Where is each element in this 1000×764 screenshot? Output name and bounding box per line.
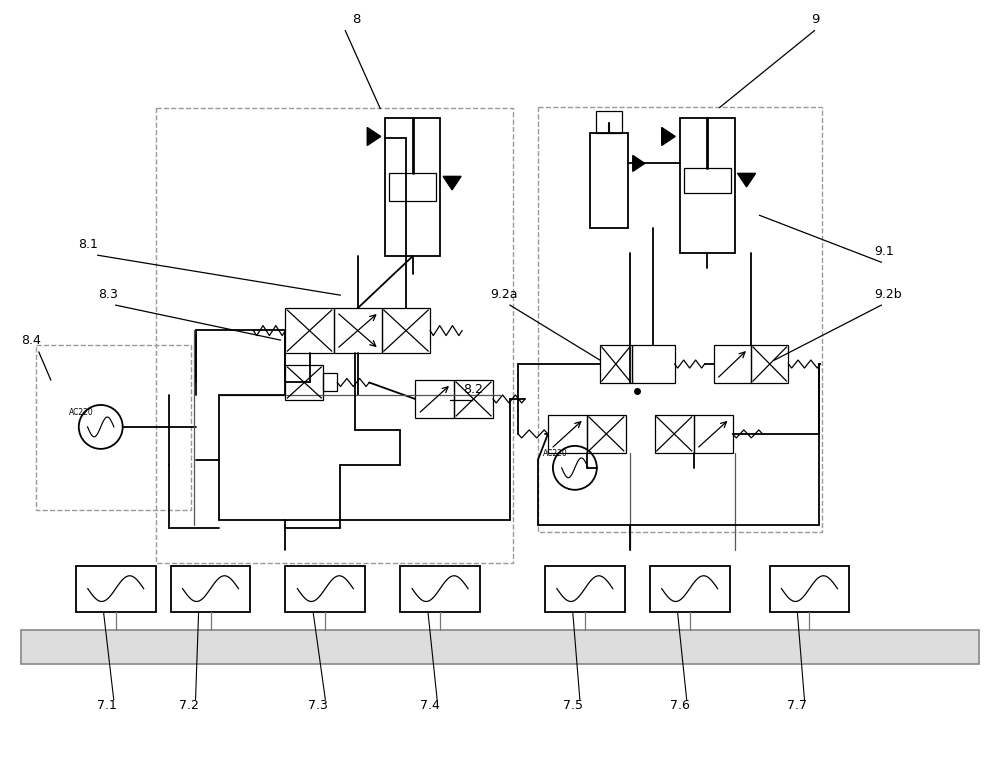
Text: 9: 9 [811, 13, 820, 26]
Text: 8.4: 8.4 [21, 334, 41, 347]
Bar [538, 108, 822, 532]
Bar [600, 345, 632, 383]
Bar [587, 415, 626, 453]
Text: 9.1: 9.1 [874, 245, 894, 258]
Bar [334, 308, 382, 353]
Text: 9.2b: 9.2b [874, 288, 902, 301]
Bar [596, 112, 622, 134]
Text: 7.5: 7.5 [563, 699, 583, 712]
Bar [285, 308, 334, 353]
Bar [548, 415, 587, 453]
Text: 7.2: 7.2 [179, 699, 198, 712]
Text: 8.2: 8.2 [463, 383, 483, 396]
Bar [751, 345, 788, 383]
Bar [389, 173, 436, 202]
Bar [76, 565, 156, 611]
Bar [21, 630, 979, 665]
Bar [285, 365, 323, 400]
Bar [382, 308, 430, 353]
Polygon shape [443, 176, 461, 189]
Polygon shape [367, 128, 381, 145]
Bar [714, 345, 751, 383]
Bar [156, 108, 513, 562]
Text: 7.1: 7.1 [97, 699, 117, 712]
Bar [385, 118, 440, 256]
Bar [684, 168, 731, 193]
Text: 7.7: 7.7 [787, 699, 807, 712]
Bar [694, 415, 733, 453]
Bar [590, 134, 628, 228]
Text: 7.3: 7.3 [308, 699, 328, 712]
Text: AC220: AC220 [69, 408, 94, 417]
Polygon shape [738, 173, 756, 187]
Text: 8.3: 8.3 [98, 288, 118, 301]
Bar [632, 345, 675, 383]
Text: 7.4: 7.4 [420, 699, 440, 712]
Bar [400, 565, 480, 611]
Text: 9.2a: 9.2a [490, 288, 518, 301]
Bar [415, 380, 454, 418]
Bar [171, 565, 250, 611]
Bar [545, 565, 625, 611]
Text: AC220: AC220 [543, 449, 568, 458]
Bar [655, 415, 694, 453]
Polygon shape [662, 128, 675, 145]
Bar [770, 565, 849, 611]
Text: 8.1: 8.1 [78, 238, 98, 251]
Polygon shape [633, 155, 645, 171]
Bar [680, 118, 735, 253]
Bar [36, 345, 191, 510]
Text: 8: 8 [352, 13, 361, 26]
Bar [454, 380, 493, 418]
Text: 7.6: 7.6 [670, 699, 690, 712]
Bar [323, 373, 337, 391]
Bar [650, 565, 730, 611]
Bar [285, 565, 365, 611]
